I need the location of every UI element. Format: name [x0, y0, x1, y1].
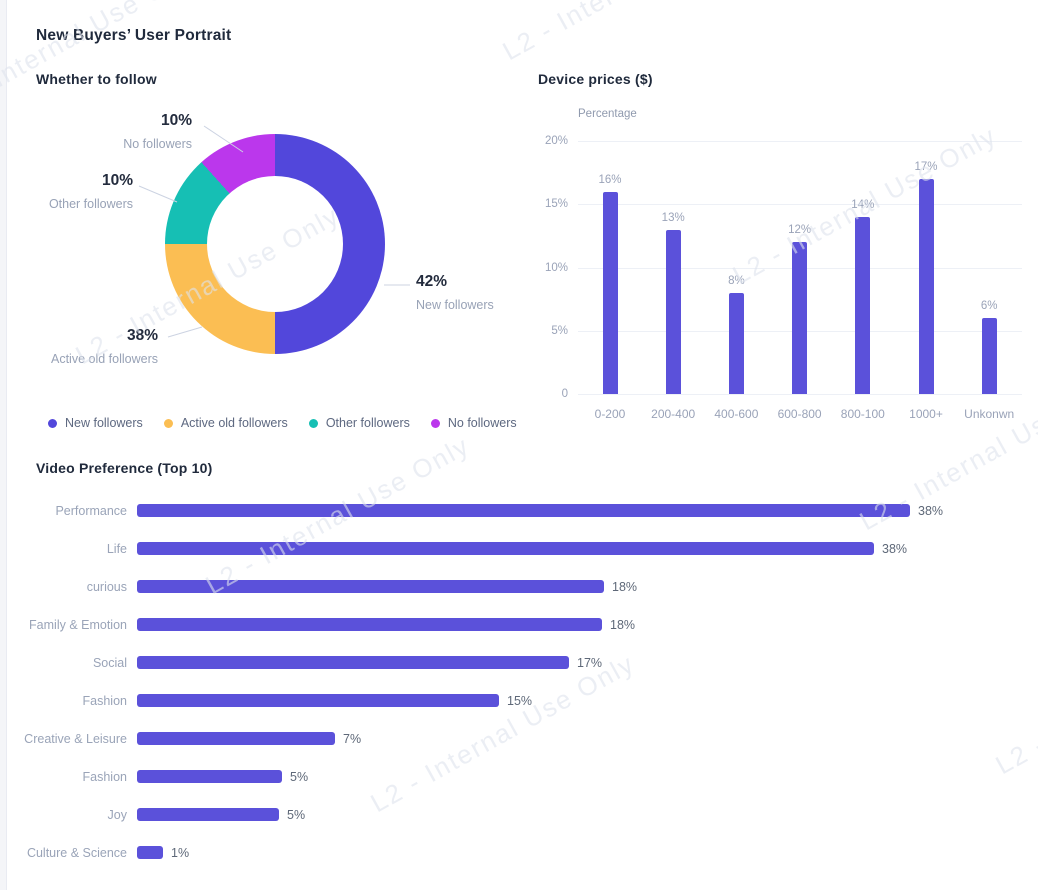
- bar-value-label: 14%: [851, 199, 875, 212]
- y-tick-label: 0: [561, 388, 568, 400]
- legend-item[interactable]: No followers: [430, 416, 517, 430]
- grid-line: [578, 394, 1022, 395]
- bar-value-label: 16%: [598, 173, 622, 186]
- donut-callout-value: 38%: [126, 327, 158, 344]
- watermark-text: L2 - Internal Use Only: [0, 0, 207, 123]
- device-price-bar: [855, 217, 871, 394]
- video-bar-value-label: 5%: [287, 808, 306, 822]
- video-preference-chart-title: Video Preference (Top 10): [36, 460, 213, 476]
- legend-label: Active old followers: [180, 416, 288, 430]
- video-preference-bar: [137, 732, 335, 745]
- donut-chart-title: Whether to follow: [36, 71, 157, 87]
- grid-line: [578, 204, 1022, 206]
- x-tick-label: 200-400: [651, 407, 696, 421]
- video-bar-value-label: 18%: [610, 618, 636, 632]
- video-bar-value-label: 38%: [918, 504, 944, 518]
- device-price-bar: [918, 179, 934, 394]
- video-preference-bar: [137, 542, 874, 555]
- video-row-label: Creative & Leisure: [24, 732, 127, 746]
- y-axis-name: Percentage: [578, 108, 637, 120]
- video-preference-bar: [137, 694, 499, 707]
- legend-item[interactable]: Active old followers: [163, 416, 288, 430]
- x-tick-label: 800-100: [840, 407, 885, 421]
- legend-dot-icon: [48, 418, 57, 428]
- donut-legend: New followers Active old followers Other f…: [48, 414, 517, 432]
- device-prices-chart-title: Device prices ($): [538, 71, 653, 87]
- donut-callout-label: No followers: [123, 137, 192, 151]
- legend-item[interactable]: New followers: [48, 416, 143, 430]
- device-price-bar: [602, 191, 618, 394]
- video-bar-value-label: 1%: [171, 846, 190, 860]
- video-row-label: Life: [106, 542, 127, 556]
- grid-line: [578, 141, 1022, 143]
- legend-label: Other followers: [325, 416, 410, 430]
- y-tick-label: 10%: [544, 261, 568, 274]
- donut-callout-label: Other followers: [48, 197, 133, 211]
- leader-line: [167, 326, 203, 338]
- legend-dot-icon: [430, 418, 440, 428]
- video-row-label: Joy: [107, 808, 127, 822]
- video-row-label: Fashion: [82, 694, 127, 708]
- device-price-bar: [728, 292, 744, 394]
- device-price-bar: [665, 229, 681, 394]
- video-bar-value-label: 38%: [882, 542, 908, 556]
- video-bar-value-label: 17%: [577, 656, 603, 670]
- donut-callout-label: Active old followers: [51, 352, 158, 366]
- video-preference-bar: [137, 618, 602, 631]
- x-tick-label: 600-800: [777, 407, 822, 421]
- video-bar-value-label: 18%: [612, 580, 638, 594]
- video-preference-bar: [137, 656, 569, 669]
- donut-callout: 42% New followers: [416, 273, 494, 312]
- device-price-bar: [792, 242, 808, 394]
- video-row-label: Fashion: [82, 770, 127, 784]
- video-row-label: Social: [92, 656, 127, 670]
- donut-callout-label: New followers: [416, 298, 494, 312]
- legend-item[interactable]: Other followers: [308, 416, 410, 430]
- video-row-label: Performance: [55, 504, 127, 518]
- y-tick-label: 20%: [544, 135, 568, 148]
- x-tick-label: Unkonwn: [964, 407, 1015, 421]
- video-preference-bar: [137, 580, 604, 593]
- video-preference-bar: [137, 846, 163, 859]
- donut-callout-value: 10%: [160, 112, 192, 129]
- x-tick-label: 1000+: [909, 407, 943, 421]
- legend-label: No followers: [447, 416, 517, 430]
- video-preference-bar: [137, 504, 910, 517]
- device-price-bar: [981, 318, 997, 394]
- video-bar-value-label: 7%: [343, 732, 362, 746]
- bar-value-label: 6%: [980, 300, 998, 313]
- y-tick-label: 15%: [544, 198, 568, 211]
- donut-callout: 38% Active old followers: [51, 327, 158, 366]
- donut-callout-value: 42%: [416, 273, 448, 290]
- donut-callout: 10% Other followers: [49, 172, 133, 211]
- bar-value-label: 8%: [728, 274, 745, 287]
- x-tick-label: 400-600: [714, 407, 759, 421]
- video-row-label: Family & Emotion: [29, 618, 127, 632]
- video-row-label: Culture & Science: [26, 846, 127, 860]
- video-row-label: curious: [86, 580, 127, 594]
- donut-callout-value: 10%: [101, 172, 133, 189]
- y-tick-label: 5%: [551, 324, 568, 337]
- video-bar-value-label: 5%: [290, 770, 309, 784]
- leader-line: [138, 185, 178, 203]
- legend-dot-icon: [163, 418, 173, 428]
- device-prices-chart: Percentage 20% 15% 10% 5% 0 16% 0-200 13% 200-40…: [538, 70, 1038, 436]
- donut-hole: [207, 176, 343, 312]
- legend-label: New followers: [65, 416, 143, 430]
- legend-dot-icon: [308, 418, 318, 428]
- bar-value-label: 13%: [661, 211, 685, 224]
- page-title: New Buyers’ User Portrait: [36, 27, 232, 44]
- video-preference-bar: [137, 770, 282, 783]
- bar-value-label: 17%: [914, 161, 938, 174]
- x-tick-label: 0-200: [594, 407, 626, 421]
- bar-value-label: 12%: [788, 224, 812, 237]
- left-edge-strip: [0, 0, 7, 890]
- video-preference-bar: [137, 808, 279, 821]
- donut-callout: 10% No followers: [123, 112, 192, 151]
- video-bar-value-label: 15%: [507, 694, 533, 708]
- watermark-text: L2 - Internal Use Only: [497, 0, 772, 67]
- video-preference-chart: Video Preference (Top 10) Performance 38%…: [10, 455, 1034, 885]
